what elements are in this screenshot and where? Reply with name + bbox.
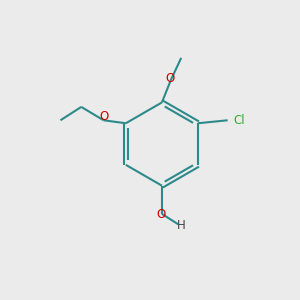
Text: O: O (156, 208, 166, 221)
Text: O: O (100, 110, 109, 123)
Text: Cl: Cl (233, 114, 244, 127)
Text: H: H (177, 219, 186, 232)
Text: O: O (166, 73, 175, 85)
